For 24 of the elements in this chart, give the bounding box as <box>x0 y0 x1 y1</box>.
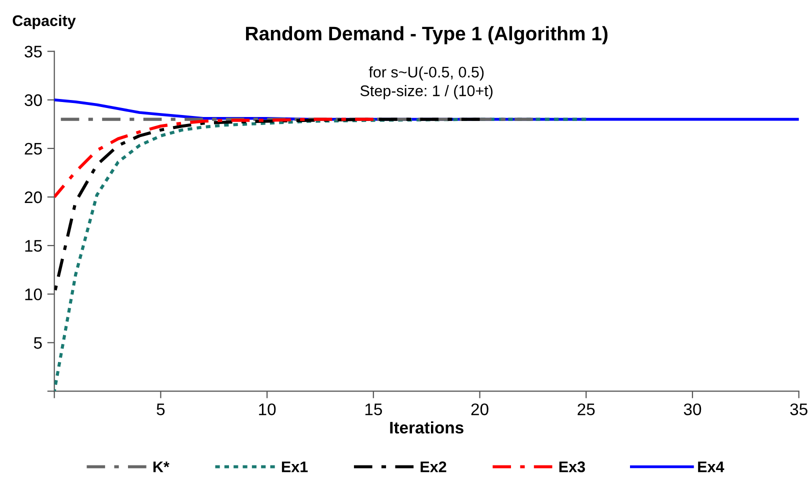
y-tick-label: 10 <box>25 288 42 300</box>
annotation: Step-size: 1 / (10+t) <box>360 85 493 100</box>
x-tick-label: 30 <box>684 403 702 416</box>
x-tick-label: 5 <box>156 404 165 416</box>
x-tick-label: 35 <box>790 403 808 416</box>
y-tick-label: 5 <box>34 337 42 349</box>
y-tick-label: 15 <box>25 240 42 252</box>
legend-label: Ex3 <box>559 461 585 472</box>
y-tick-label: 30 <box>24 94 42 106</box>
x-tick-label: 10 <box>259 403 276 416</box>
y-tick-label: 25 <box>24 142 42 155</box>
x-tick-label: 15 <box>365 404 382 416</box>
legend-label: Ex2 <box>420 461 446 472</box>
chart-title: Random Demand - Type 1 (Algorithm 1) <box>246 26 608 44</box>
y-tick-label: 35 <box>24 46 42 58</box>
legend-label: Ex4 <box>698 462 724 472</box>
x-tick-label: 25 <box>578 403 595 416</box>
annotation: for s~U(-0.5, 0.5) <box>368 66 484 81</box>
y-tick-label: 20 <box>24 191 42 204</box>
legend-label: K* <box>153 462 170 472</box>
legend-label: Ex1 <box>282 462 308 472</box>
x-tick-label: 20 <box>471 403 488 416</box>
y-axis-title: Capacity <box>12 14 76 30</box>
x-axis-title: Iterations <box>390 421 464 434</box>
